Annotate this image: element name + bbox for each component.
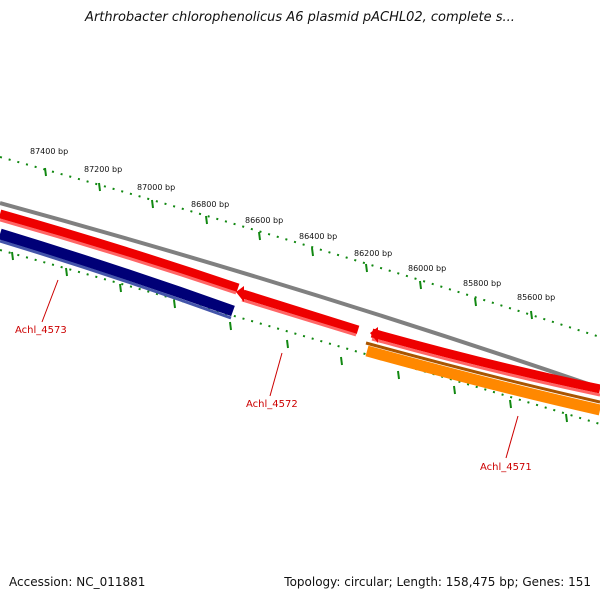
lower-tick	[340, 356, 343, 366]
gene-label-achl-4572[interactable]: Achl_4572	[246, 399, 298, 410]
lower-tick	[509, 399, 512, 409]
upper-tick	[365, 263, 368, 273]
lower-tick	[453, 385, 456, 395]
tick-label: 86400 bp	[299, 232, 337, 241]
gene-label-achl-4571[interactable]: Achl_4571	[480, 462, 532, 473]
leader-achl-4573	[41, 279, 59, 323]
gene-achl-4572-shade	[241, 298, 357, 337]
gene-label-achl-4573[interactable]: Achl_4573	[15, 325, 67, 336]
lower-tick	[173, 299, 176, 309]
tick-label: 86200 bp	[354, 249, 392, 258]
plasmid-backbone	[0, 201, 600, 390]
lower-tick	[229, 321, 232, 331]
upper-tick	[530, 310, 533, 320]
gene-achl-4573-shade	[0, 239, 232, 320]
accession-text: Accession: NC_011881	[9, 575, 146, 589]
gene-achl-4571-shade	[365, 341, 600, 404]
lower-tick	[397, 370, 400, 380]
gene-forward-strand-left	[0, 209, 240, 293]
gene-achl-4571	[365, 345, 600, 416]
gene-achl-4572	[241, 289, 360, 335]
tick-label: 87400 bp	[30, 147, 68, 156]
lower-tick	[119, 283, 122, 293]
gene-forward-strand-left-shade	[0, 218, 237, 295]
tick-label: 86800 bp	[191, 200, 229, 209]
upper-tick	[44, 167, 47, 177]
lower-major-ticks	[11, 251, 568, 423]
tick-label: 85600 bp	[517, 293, 555, 302]
upper-tick	[205, 215, 208, 225]
map-title: Arthrobacter chlorophenolicus A6 plasmid…	[85, 10, 515, 25]
tick-labels: 87400 bp 87200 bp 87000 bp 86800 bp 8660…	[30, 147, 555, 302]
tick-label: 86000 bp	[408, 264, 446, 273]
gene-forward-strand-right-shade	[371, 337, 600, 397]
topology-text: Topology: circular; Length: 158,475 bp; …	[284, 575, 591, 589]
upper-tick	[258, 231, 261, 241]
upper-tick	[151, 199, 154, 209]
gene-label-leaders	[41, 279, 519, 459]
lower-tick-track	[0, 249, 600, 425]
lower-tick	[565, 413, 568, 423]
lower-tick	[65, 267, 68, 277]
upper-tick	[98, 182, 101, 192]
tick-label: 85800 bp	[463, 279, 501, 288]
upper-tick	[419, 280, 422, 290]
gene-achl-4573	[0, 228, 235, 317]
upper-major-ticks	[44, 167, 533, 320]
gene-achl-4572-arrowhead	[236, 286, 244, 302]
lower-tick	[286, 339, 289, 349]
upper-tick	[474, 297, 477, 307]
leader-achl-4572	[269, 352, 283, 397]
gene-forward-strand-right	[370, 328, 600, 394]
lower-tick	[11, 251, 14, 261]
tick-label: 87200 bp	[84, 165, 122, 174]
upper-tick	[311, 247, 314, 257]
leader-achl-4571	[505, 415, 519, 459]
tick-label: 87000 bp	[137, 183, 175, 192]
gene-forward-arrowhead	[370, 327, 378, 343]
tick-label: 86600 bp	[245, 216, 283, 225]
